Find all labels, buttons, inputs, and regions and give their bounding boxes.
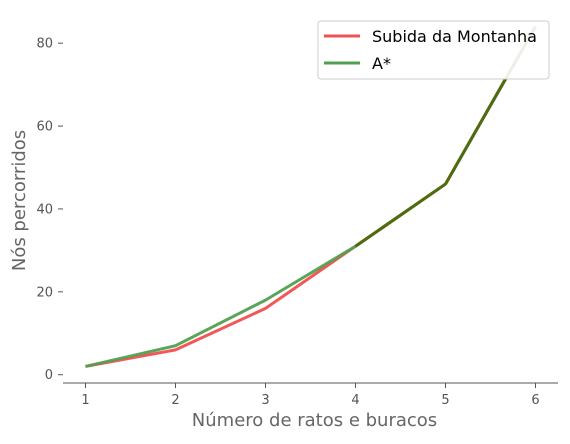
- y-tick-label: 40: [36, 202, 53, 217]
- y-tick-label: 60: [36, 120, 53, 135]
- legend: Subida da Montanha A*: [317, 20, 550, 80]
- axes: 1 2 3 4 5 6 0 20 40 60 80: [36, 37, 558, 408]
- x-tick-label: 5: [441, 393, 449, 408]
- x-tick-label: 3: [261, 393, 269, 408]
- x-tick-label: 4: [351, 393, 359, 408]
- x-tick-label: 2: [171, 393, 179, 408]
- series-lines: [85, 25, 537, 368]
- y-tick-label: 0: [45, 368, 53, 383]
- legend-box: [317, 20, 550, 80]
- overlap-segment: [354, 182, 447, 248]
- y-axis-ticks: 0 20 40 60 80: [36, 37, 63, 383]
- y-tick-label: 80: [36, 37, 53, 52]
- y-axis-title: Nós percorridos: [9, 130, 30, 271]
- x-axis-ticks: 1 2 3 4 5 6: [81, 383, 540, 408]
- legend-label-0: Subida da Montanha: [372, 27, 537, 46]
- y-tick-label: 20: [36, 285, 53, 300]
- x-tick-label: 6: [531, 393, 539, 408]
- legend-label-1: A*: [372, 54, 391, 73]
- x-tick-label: 1: [81, 393, 89, 408]
- x-axis-title: Número de ratos e buracos: [192, 410, 437, 431]
